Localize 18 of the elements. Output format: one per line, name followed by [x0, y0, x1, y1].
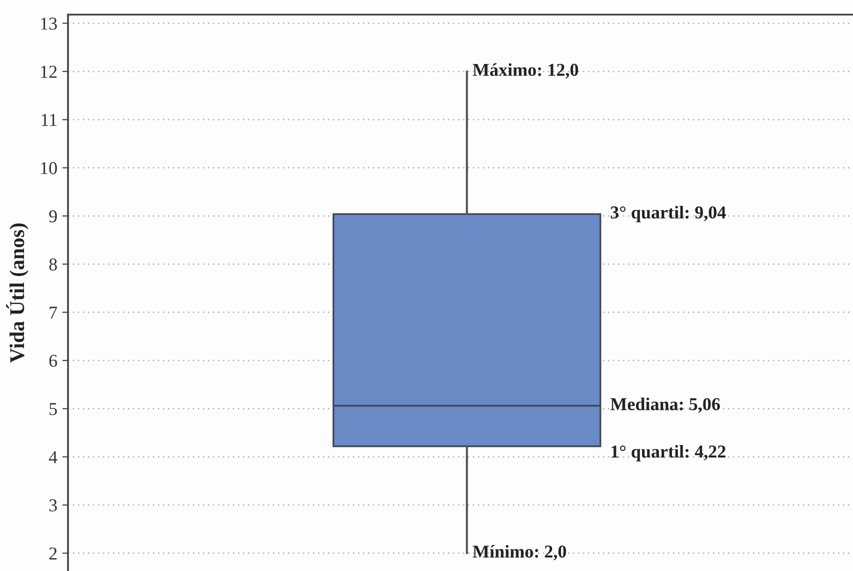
y-tick-label: 8: [49, 258, 57, 271]
y-tick-label: 2: [49, 547, 57, 560]
y-tick-label: 4: [48, 451, 58, 464]
annotation: Máximo: 12,0: [472, 63, 578, 79]
annotation: Mediana: 5,06: [610, 398, 720, 413]
annotation: 1° quartil: 4,22: [612, 444, 726, 462]
y-tick-label: 12: [41, 66, 57, 78]
y-tick-label: 11: [42, 114, 56, 126]
y-tick-label: 13: [41, 18, 57, 30]
y-axis-title: Vida Útil (anos): [6, 223, 28, 363]
y-tick-label: 6: [49, 354, 58, 367]
y-tick-label: 3: [49, 499, 57, 512]
y-tick-label: 5: [50, 403, 57, 416]
y-tick-label: 7: [50, 306, 58, 319]
annotation: 3° quartil: 9,04: [610, 206, 726, 222]
y-tick-label: 9: [49, 210, 57, 222]
annotation: Mínimo: 2,0: [472, 544, 566, 560]
y-tick-label: 10: [41, 162, 57, 174]
